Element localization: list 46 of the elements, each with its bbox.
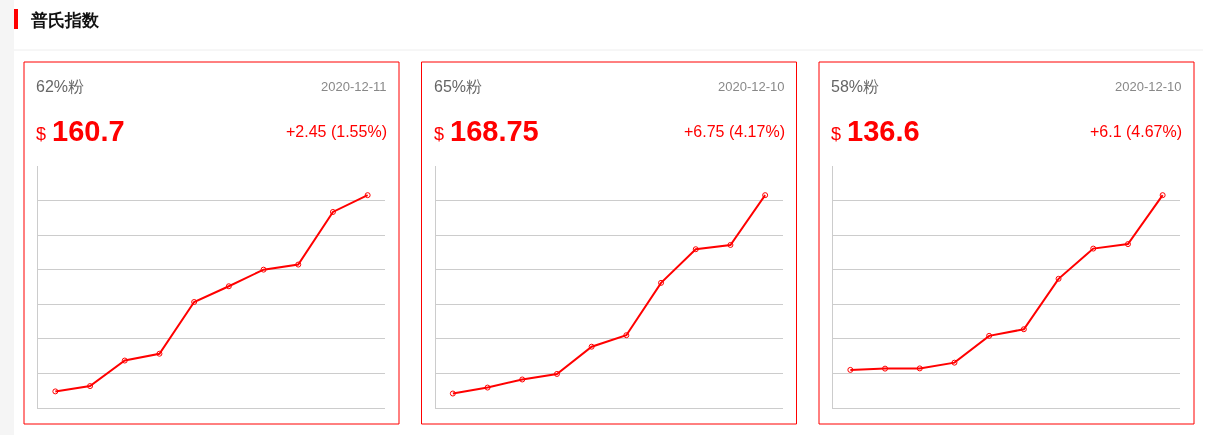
- text: +6.1 (4.67%): [1090, 123, 1183, 140]
- point: [87, 383, 94, 390]
- chart-title: 58%粉: [831, 78, 880, 95]
- chart-subtitle: 2020-12-10: [718, 79, 785, 94]
- text: 160.7: [52, 115, 125, 147]
- point: [727, 241, 734, 248]
- text: +6.75 (4.17%): [684, 123, 785, 140]
- point: [1124, 241, 1131, 248]
- text: 136.6: [847, 115, 920, 147]
- point: [692, 246, 699, 253]
- point: [52, 388, 59, 395]
- text: $: [434, 124, 445, 144]
- point: [1020, 326, 1027, 333]
- point: [329, 208, 336, 215]
- point: [1055, 275, 1062, 282]
- point: [986, 332, 993, 339]
- point: [225, 283, 232, 290]
- point: [762, 192, 769, 199]
- chart-title: 62%粉: [36, 78, 85, 95]
- text: 168.75: [450, 115, 539, 147]
- chart-subtitle: 2020-12-10: [1115, 79, 1182, 94]
- point: [519, 376, 526, 383]
- point: [951, 359, 958, 366]
- point: [1090, 245, 1097, 252]
- point: [449, 390, 456, 397]
- point: [588, 343, 595, 350]
- point: [295, 261, 302, 268]
- text: +2.45 (1.55%): [286, 123, 387, 140]
- point: [847, 366, 854, 373]
- point: [191, 299, 198, 306]
- point: [623, 332, 630, 339]
- point: [916, 365, 923, 372]
- point: [882, 365, 889, 372]
- text: $: [831, 124, 842, 144]
- point: [1159, 192, 1166, 199]
- point: [658, 279, 665, 286]
- point: [156, 350, 163, 357]
- point: [484, 384, 491, 391]
- point: [553, 370, 560, 377]
- chart-subtitle: 2020-12-11: [321, 79, 387, 94]
- point: [260, 266, 267, 273]
- chart-title: 65%粉: [434, 78, 483, 95]
- point: [121, 357, 128, 364]
- text: 普氏指数: [30, 10, 100, 30]
- point: [364, 192, 371, 199]
- text: $: [36, 124, 47, 144]
